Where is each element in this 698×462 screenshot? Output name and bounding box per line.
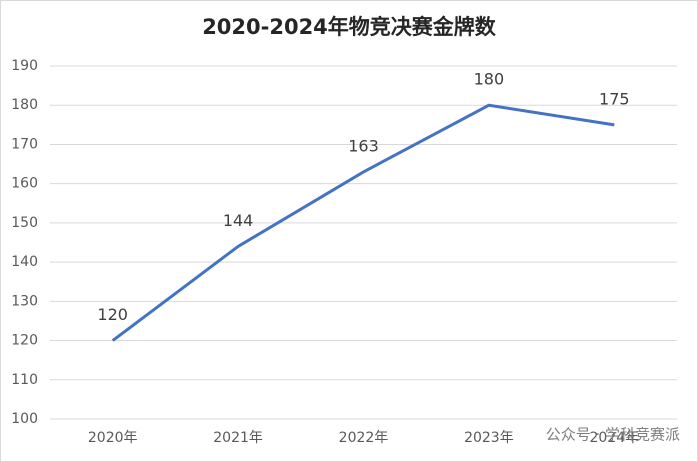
watermark: 公众号 · 学科竞赛派	[546, 426, 680, 444]
x-tick-label: 2020年	[88, 430, 138, 446]
y-tick-label: 110	[11, 372, 38, 388]
y-tick-label: 150	[11, 215, 38, 231]
x-tick-label: 2021年	[213, 430, 263, 446]
y-tick-label: 140	[11, 254, 38, 270]
y-tick-label: 100	[11, 411, 38, 427]
y-tick-label: 180	[11, 97, 38, 113]
x-tick-label: 2022年	[339, 430, 389, 446]
y-tick-label: 120	[11, 333, 38, 349]
data-label: 144	[223, 211, 254, 230]
data-label: 163	[348, 136, 379, 155]
y-tick-label: 170	[11, 136, 38, 152]
x-tick-label: 2024年	[589, 430, 639, 446]
y-tick-label: 130	[11, 293, 38, 309]
data-label: 175	[599, 89, 630, 108]
line	[111, 103, 615, 342]
data-label: 120	[97, 305, 128, 324]
y-tick-label: 160	[11, 176, 38, 192]
data-label: 180	[474, 70, 505, 89]
chart-title: 2020-2024年物竞决赛金牌数	[202, 15, 497, 39]
y-tick-label: 190	[11, 58, 38, 74]
x-tick-label: 2023年	[464, 430, 514, 446]
